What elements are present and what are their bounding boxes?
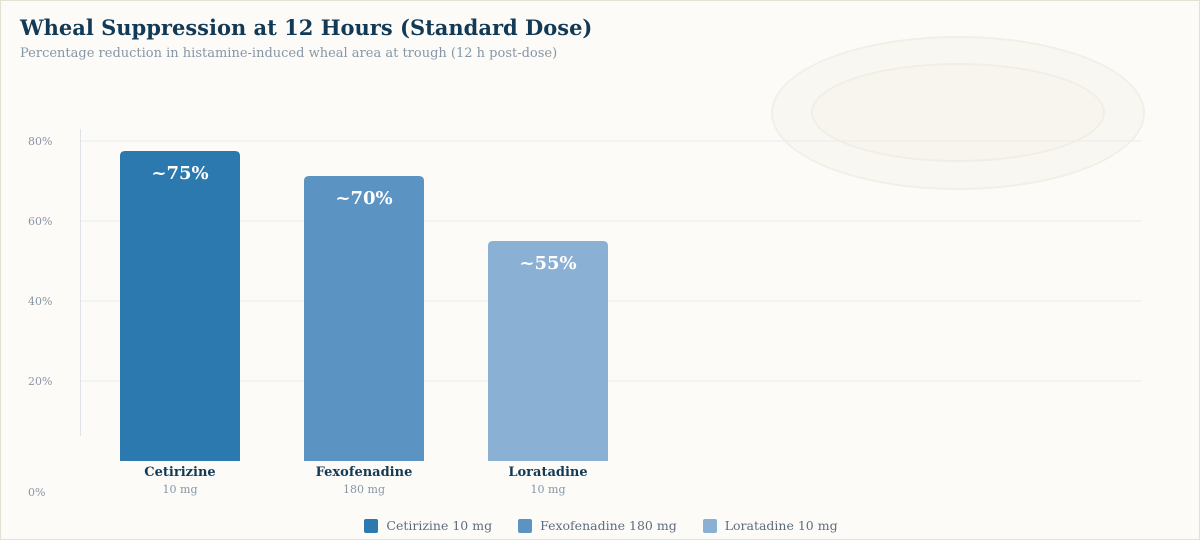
y-tick-label-60: 60% (28, 215, 52, 228)
chart-legend: Cetirizine 10 mg Fexofenadine 180 mg Lorat… (1, 518, 1199, 533)
bar-loratadine (488, 241, 608, 461)
legend-label: Fexofenadine 180 mg (540, 518, 677, 533)
x-category-label-fexofenadine: Fexofenadine (316, 465, 413, 480)
y-tick-label-40: 40% (28, 295, 52, 308)
chart-subtitle: Percentage reduction in histamine-induce… (20, 46, 558, 61)
legend-swatch (518, 518, 533, 533)
bar-cetirizine (120, 151, 240, 461)
bar-value-label-fexofenadine: ~70% (335, 188, 392, 209)
bar-value-label-cetirizine: ~75% (151, 163, 208, 184)
bar-value-label-loratadine: ~55% (519, 253, 576, 274)
x-category-label-cetirizine: Cetirizine (144, 465, 215, 480)
legend-label: Cetirizine 10 mg (386, 518, 493, 533)
legend-item: Fexofenadine 180 mg (518, 518, 677, 533)
x-category-label-loratadine: Loratadine (508, 465, 587, 480)
legend-item: Loratadine 10 mg (702, 518, 838, 533)
y-tick-label-80: 80% (28, 135, 52, 148)
background-ellipse-decoration-inner (811, 63, 1105, 162)
legend-swatch (702, 518, 717, 533)
x-category-sublabel-loratadine: 10 mg (531, 483, 566, 496)
legend-label: Loratadine 10 mg (724, 518, 838, 533)
y-tick-label-20: 20% (28, 375, 52, 388)
bar-fexofenadine (304, 176, 424, 461)
legend-swatch (364, 518, 379, 533)
chart-title: Wheal Suppression at 12 Hours (Standard … (20, 15, 593, 40)
x-category-sublabel-cetirizine: 10 mg (163, 483, 198, 496)
legend-item: Cetirizine 10 mg (364, 518, 492, 533)
x-category-sublabel-fexofenadine: 180 mg (343, 483, 385, 496)
y-tick-label-0: 0% (28, 486, 45, 499)
